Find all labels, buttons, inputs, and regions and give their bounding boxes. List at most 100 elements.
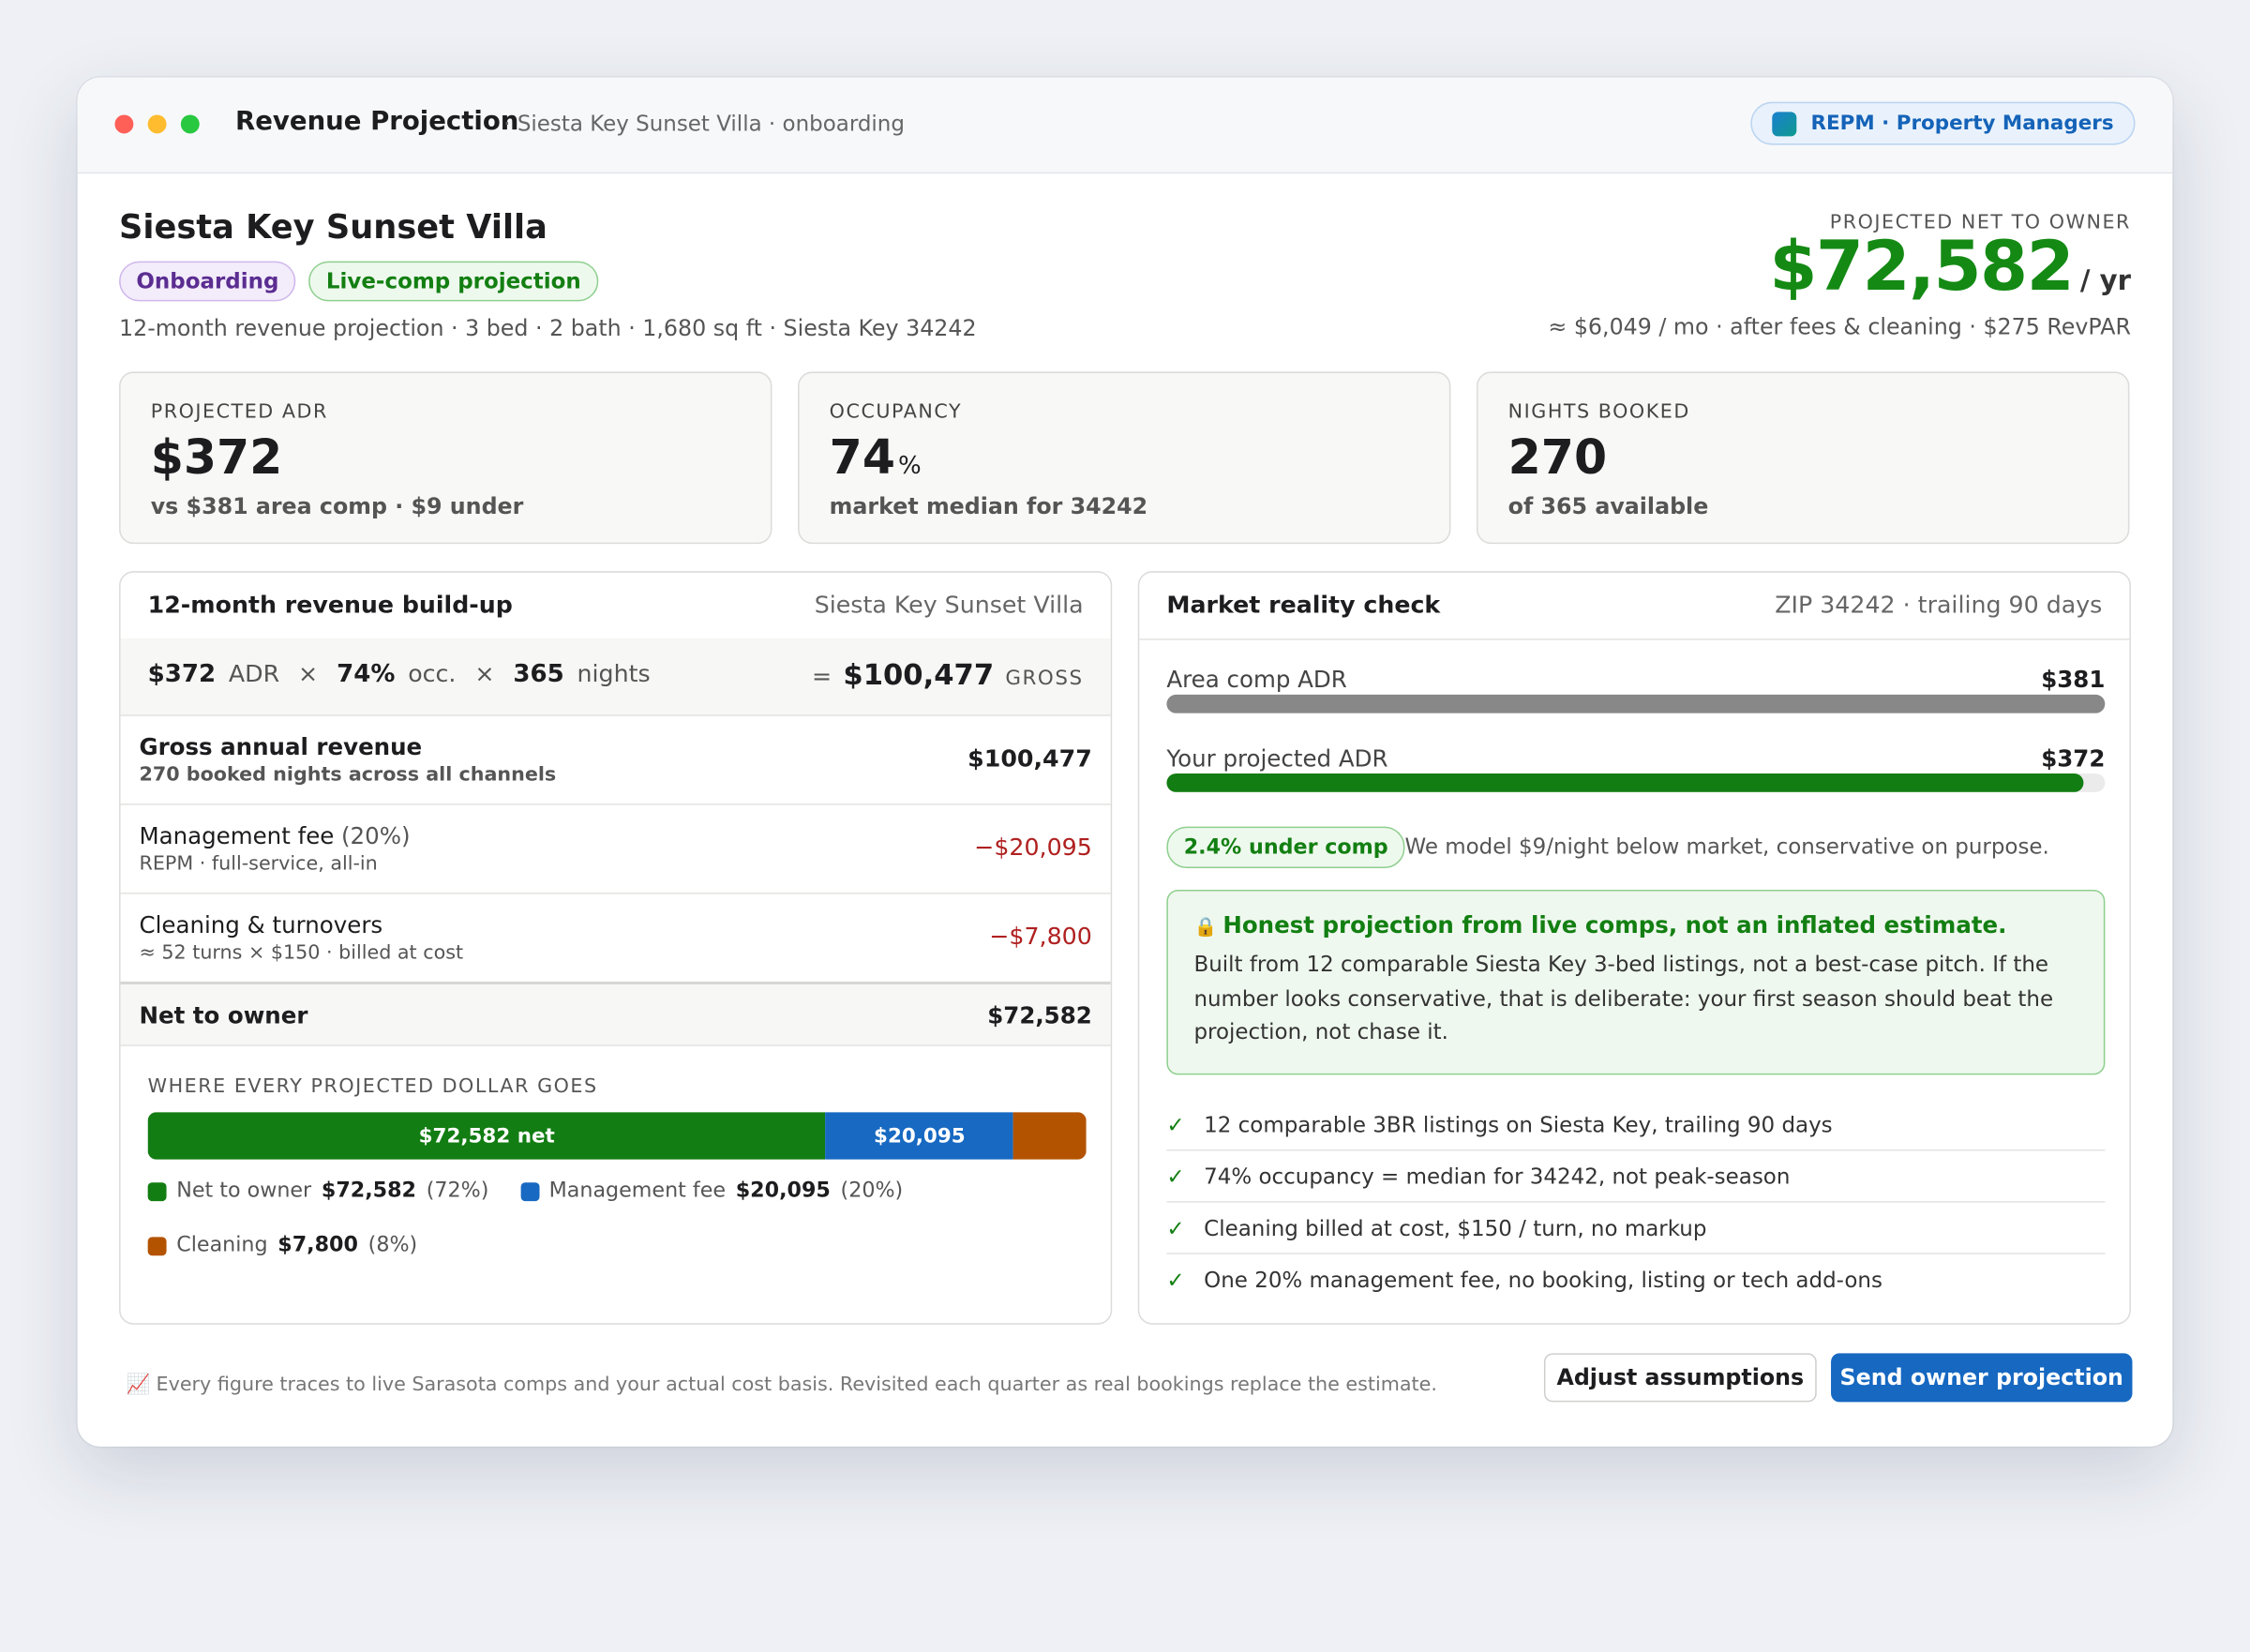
legend-share: (72%) — [426, 1179, 489, 1203]
legend-name: Cleaning — [176, 1234, 268, 1257]
kpi-card: PROJECTED ADR $372 vs $381 area comp · $9 … — [119, 371, 772, 545]
footer-note: 📈 Every figure traces to live Sarasota co… — [127, 1374, 1437, 1396]
row-sub: REPM · full-service, all-in — [139, 852, 378, 876]
legend-amount: $7,800 — [278, 1234, 358, 1257]
check-icon: ✓ — [1166, 1214, 1185, 1241]
delta-note: We model $9/night below market, conserva… — [1404, 834, 2049, 860]
delta-tag: 2.4% under comp — [1166, 826, 1406, 869]
headline-note: ≈ $6,049 / mo · after fees & cleaning · … — [1548, 314, 2131, 340]
row-label: Gross annual revenue — [139, 733, 422, 760]
legend-share: (8%) — [368, 1234, 418, 1257]
formula-adr-label: ADR — [228, 660, 280, 688]
kpi-label: PROJECTED ADR — [150, 400, 328, 424]
net-label: Net to owner — [139, 1001, 308, 1029]
ledger-row: Management fee (20%) REPM · full-service, … — [120, 803, 1111, 894]
check-icon: ✓ — [1166, 1163, 1185, 1190]
row-pct: (20%) — [340, 822, 411, 850]
row-label: Cleaning & turnovers — [139, 911, 382, 939]
legend-amount: $72,582 — [321, 1179, 416, 1203]
row-sub: ≈ 52 turns × $150 · billed at cost — [139, 941, 464, 965]
times-sign: × — [474, 660, 495, 688]
check-text: One 20% management fee, no booking, list… — [1204, 1266, 1882, 1293]
bar-fill — [1166, 773, 2083, 792]
tags: Onboarding Live-comp projection — [119, 261, 599, 302]
callout-body: Built from 12 comparable Siesta Key 3-be… — [1193, 951, 2054, 1045]
net-row: Net to owner $72,582 — [120, 981, 1111, 1046]
window-title: Revenue Projection — [235, 106, 519, 137]
segment-label: $20,095 — [874, 1124, 966, 1148]
kpi-number: 270 — [1508, 428, 1608, 486]
tag: Live-comp projection — [308, 261, 599, 302]
check-item: ✓ Cleaning billed at cost, $150 / turn, n… — [1166, 1203, 2106, 1254]
split-bar: $72,582 net $20,095 — [147, 1112, 1087, 1160]
panel-header: 12-month revenue build-up Siesta Key Sun… — [120, 573, 1111, 640]
kpi-value: 74% — [830, 429, 922, 486]
formula-occ: 74% — [337, 660, 396, 689]
org-badge[interactable]: REPM · Property Managers — [1750, 101, 2136, 145]
footer-text: Every figure traces to live Sarasota com… — [156, 1373, 1437, 1397]
formula-occ-label: occ. — [408, 660, 457, 688]
split-segment — [1012, 1112, 1087, 1160]
property-name: Siesta Key Sunset Villa — [119, 209, 548, 248]
row-label-text: Cleaning & turnovers — [139, 910, 383, 939]
segment-label: $72,582 net — [418, 1124, 555, 1148]
kpi-note: vs $381 area comp · $9 under — [150, 493, 524, 520]
check-item: ✓ 12 comparable 3BR listings on Siesta Ke… — [1166, 1099, 2106, 1151]
comparison-value: $381 — [2041, 666, 2106, 694]
formula: $372 ADR × 74% occ. × 365 nights — [148, 660, 651, 689]
adjust-button[interactable]: Adjust assumptions — [1543, 1353, 1817, 1403]
close-dot[interactable] — [114, 114, 134, 134]
property-details: 12-month revenue projection · 3 bed · 2 … — [119, 315, 977, 342]
minimize-dot[interactable] — [147, 114, 167, 134]
kpi-number: 74 — [829, 428, 895, 486]
split-title: WHERE EVERY PROJECTED DOLLAR GOES — [147, 1074, 598, 1098]
send-button[interactable]: Send owner projection — [1831, 1353, 2133, 1403]
times-sign: × — [298, 660, 319, 688]
net-amount: $72,582 — [987, 1001, 1092, 1029]
legend-item: Cleaning $7,800 (8%) — [147, 1233, 418, 1259]
ledger-row: Cleaning & turnovers ≈ 52 turns × $150 · … — [120, 893, 1111, 984]
row-sub: 270 booked nights across all channels — [139, 763, 557, 787]
kpi-card: NIGHTS BOOKED 270 of 365 available — [1476, 371, 2130, 545]
kpi-number: $372 — [150, 428, 283, 486]
headline-label: PROJECTED NET TO OWNER — [1829, 210, 2131, 234]
split-segment: $20,095 — [825, 1112, 1013, 1160]
bar-track — [1166, 773, 2106, 792]
panel-context: Siesta Key Sunset Villa — [814, 591, 1084, 619]
panel-context: ZIP 34242 · trailing 90 days — [1775, 591, 2103, 619]
formula-adr: $372 — [147, 660, 217, 689]
kpi-label: OCCUPANCY — [829, 400, 963, 424]
kpi-card: OCCUPANCY 74% market median for 34242 — [798, 371, 1451, 545]
legend-item: Management fee $20,095 (20%) — [520, 1179, 903, 1205]
check-icon: ✓ — [1166, 1111, 1185, 1138]
row-label-text: Gross annual revenue — [139, 733, 423, 761]
formula-result: = $100,477 GROSS — [812, 657, 1084, 692]
comparison: Your projected ADR $372 — [1166, 744, 2106, 793]
kpi-label: NIGHTS BOOKED — [1508, 400, 1690, 424]
window: Revenue Projection · Siesta Key Sunset V… — [77, 77, 2173, 1447]
check-icon: ✓ — [1166, 1266, 1185, 1293]
zoom-dot[interactable] — [180, 114, 200, 134]
split-legend: Net to owner $72,582 (72%) Management fee $2… — [147, 1179, 1087, 1259]
formula-row: $372 ADR × 74% occ. × 365 nights = $100,… — [120, 638, 1111, 716]
legend-item: Net to owner $72,582 (72%) — [147, 1179, 489, 1205]
callout-icon: 🔒 — [1193, 917, 1218, 939]
panel-header: Market reality check ZIP 34242 · trailin… — [1139, 573, 2130, 640]
legend-swatch — [147, 1236, 167, 1255]
row-amount: −$7,800 — [989, 923, 1092, 951]
formula-nights: 365 — [513, 660, 564, 689]
headline-value: $72,582/ yr — [1769, 227, 2131, 308]
callout: 🔒 Honest projection from live comps, not … — [1166, 889, 2106, 1075]
legend-amount: $20,095 — [735, 1179, 831, 1203]
market-panel: Market reality check ZIP 34242 · trailin… — [1137, 571, 2131, 1325]
kpi-value: $372 — [151, 429, 283, 486]
callout-title: 🔒 Honest projection from live comps, not … — [1193, 911, 2078, 939]
title-bar: Revenue Projection · Siesta Key Sunset V… — [77, 77, 2173, 174]
check-text: 12 comparable 3BR listings on Siesta Key… — [1204, 1111, 1833, 1138]
comparison-name: Your projected ADR — [1166, 744, 1388, 773]
legend-name: Management fee — [548, 1179, 727, 1203]
comparison: Area comp ADR $381 — [1166, 666, 2106, 714]
comparison-name: Area comp ADR — [1166, 666, 1347, 694]
